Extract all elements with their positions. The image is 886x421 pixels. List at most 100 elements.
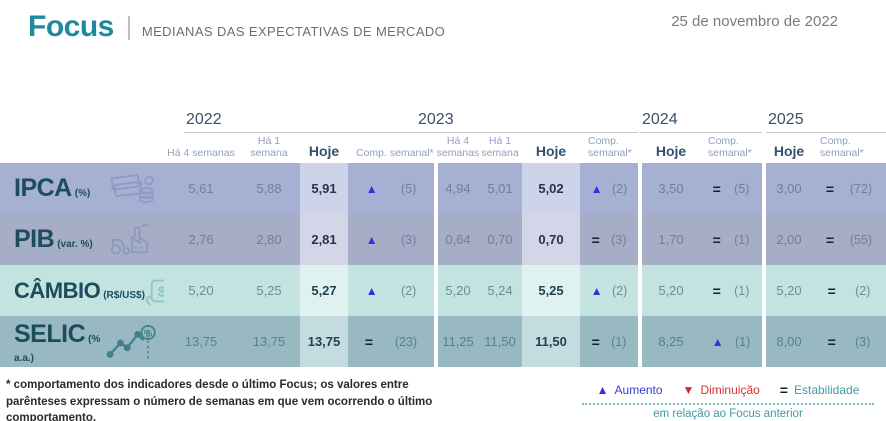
comp-symbol-icon: = (712, 282, 721, 299)
legend-equal-label: Estabilidade (793, 383, 860, 397)
pib-2022-ha1-value: 2,80 (238, 214, 300, 265)
group-separator (434, 163, 438, 214)
selic-2022-comp: = (23) (348, 316, 434, 367)
pib-2025-comp: = (55) (812, 214, 886, 265)
ipca-2022-ha1-value: 5,88 (238, 163, 300, 214)
group-separator (762, 214, 766, 265)
interest-chart-icon: % (106, 322, 156, 362)
cambio-2024-hoje-value: 5,20 (642, 265, 700, 316)
cambio-2025-hoje-value: 5,20 (766, 265, 812, 316)
weeks-count: (2) (401, 283, 417, 298)
ipca-2023-ha4-value: 4,94 (438, 163, 478, 214)
corner-cell (0, 133, 164, 163)
table-row-cambio: CÂMBIO (R$/US$) $ 5,20 5,25 5,27 ▲ (2) 5,… (0, 265, 886, 316)
year-label: 2025 (768, 111, 804, 128)
report-date: 25 de novembro de 2022 (671, 13, 838, 30)
weeks-count: (23) (394, 334, 418, 349)
year-group-2024: 2024 (640, 111, 762, 133)
weeks-count: (3) (855, 334, 871, 349)
up-triangle-icon: ▲ (596, 383, 609, 397)
indicator-unit: (var. %) (57, 239, 93, 250)
selic-2025-hoje-value: 8,00 (766, 316, 812, 367)
weeks-count: (1) (734, 232, 750, 247)
selic-2025-comp: = (3) (812, 316, 886, 367)
year-label: 2022 (186, 111, 222, 128)
down-triangle-icon: ▼ (682, 383, 695, 397)
pib-2022-comp: ▲ (3) (348, 214, 434, 265)
cambio-2025-comp: = (2) (812, 265, 886, 316)
weeks-count: (3) (611, 232, 627, 247)
comp-symbol-icon: = (591, 333, 600, 350)
svg-text:%: % (144, 328, 153, 339)
table-row-pib: PIB (var. %) 2,76 2,80 2,81 ▲ (3) 0,64 0,… (0, 214, 886, 265)
ipca-2022-comp: ▲ (5) (348, 163, 434, 214)
pib-2023-ha4-value: 0,64 (438, 214, 478, 265)
cambio-2024-comp: = (1) (700, 265, 762, 316)
group-separator (638, 214, 642, 265)
cambio-2022-comp: ▲ (2) (348, 265, 434, 316)
indicator-name: CÂMBIO (14, 277, 101, 303)
weeks-count: (1) (735, 334, 751, 349)
equals-icon: = (779, 382, 788, 398)
indicator-label-pib: PIB (var. %) (0, 214, 164, 265)
selic-2022-hoje-value: 13,75 (300, 316, 348, 367)
col-2023-ha4: Há 4 semanas (436, 134, 480, 159)
legend-up-label: Aumento (614, 383, 663, 397)
selic-2024-hoje-value: 8,25 (642, 316, 700, 367)
col-2022-hoje: Hoje (308, 143, 340, 159)
ipca-2023-ha1-value: 5,01 (478, 163, 522, 214)
weeks-count: (2) (612, 283, 628, 298)
indicator-name: IPCA (14, 174, 72, 202)
ipca-2022-hoje-value: 5,91 (300, 163, 348, 214)
selic-2023-hoje-value: 11,50 (522, 316, 580, 367)
indicator-label-selic: SELIC (% a.a.) % (0, 316, 164, 367)
pib-2024-hoje-value: 1,70 (642, 214, 700, 265)
indicator-label-cambio: CÂMBIO (R$/US$) $ (0, 265, 177, 316)
comp-symbol-icon: ▲ (711, 334, 724, 349)
ipca-2025-hoje-value: 3,00 (766, 163, 812, 214)
money-icon (108, 171, 156, 207)
comp-symbol-icon: ▲ (365, 283, 378, 298)
col-2022-comp: Comp. semanal* (356, 146, 434, 159)
brand-title: Focus (28, 10, 114, 43)
ipca-2024-hoje-value: 3,50 (642, 163, 700, 214)
selic-2024-comp: ▲ (1) (700, 316, 762, 367)
weeks-count: (3) (401, 232, 417, 247)
cambio-2023-ha1-value: 5,24 (478, 265, 522, 316)
group-separator (434, 214, 438, 265)
weeks-count: (5) (734, 181, 750, 196)
cambio-2022-ha1-value: 5,25 (238, 265, 300, 316)
col-2024-hoje: Hoje (655, 143, 687, 159)
year-label: 2024 (642, 111, 678, 128)
group-separator (762, 163, 766, 214)
weeks-count: (2) (612, 181, 628, 196)
weeks-count: (55) (849, 232, 873, 247)
pib-2023-ha1-value: 0,70 (478, 214, 522, 265)
indicator-unit: (% a.a.) (14, 333, 101, 364)
ipca-2025-comp: = (72) (812, 163, 886, 214)
header-divider (127, 16, 130, 40)
pib-2022-ha4-value: 2,76 (164, 214, 238, 265)
column-header-row: Há 4 semanas Há 1 semana Hoje Comp. sema… (0, 133, 886, 163)
group-separator (638, 265, 642, 316)
col-2025-hoje: Hoje (773, 143, 805, 159)
comp-symbol-icon: = (827, 333, 836, 350)
pib-2023-comp: = (3) (580, 214, 638, 265)
pib-2024-comp: = (1) (700, 214, 762, 265)
industry-icon (106, 222, 156, 258)
ipca-2022-ha4-value: 5,61 (164, 163, 238, 214)
pib-2022-hoje-value: 2,81 (300, 214, 348, 265)
group-separator (638, 163, 642, 214)
cambio-2022-ha4-value: 5,20 (164, 265, 238, 316)
col-2025-comp: Comp. semanal* (820, 134, 864, 159)
pib-2023-hoje-value: 0,70 (522, 214, 580, 265)
year-group-2025: 2025 (766, 111, 886, 133)
group-separator (762, 265, 766, 316)
table-row-selic: SELIC (% a.a.) % 13,75 13,75 13,75 = (23)… (0, 316, 886, 367)
weeks-count: (1) (734, 283, 750, 298)
comp-symbol-icon: = (825, 231, 835, 248)
comp-symbol-icon: = (827, 282, 836, 299)
report-subtitle: MEDIANAS DAS EXPECTATIVAS DE MERCADO (141, 24, 446, 39)
indicator-name: PIB (14, 225, 55, 253)
